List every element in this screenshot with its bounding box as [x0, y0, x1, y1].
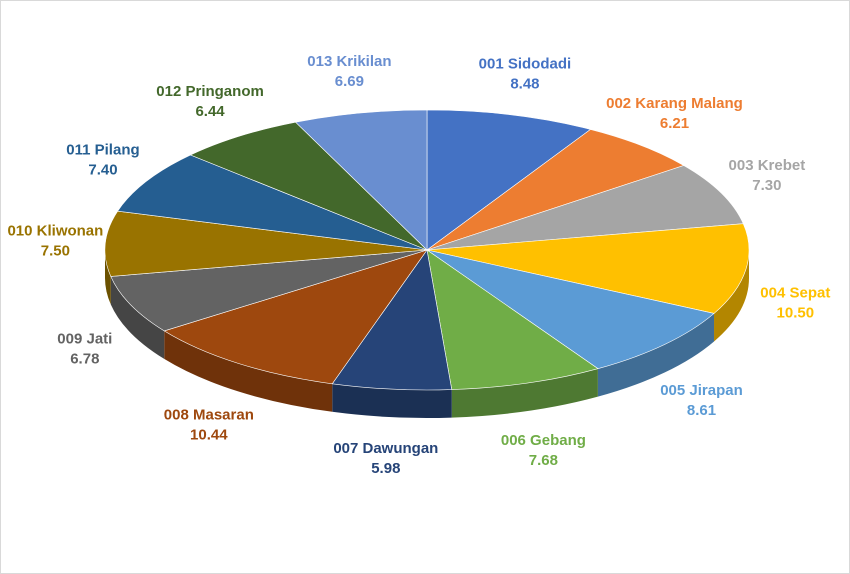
slice	[163, 249, 428, 385]
slice-label: 012 Pringanom	[156, 83, 264, 100]
slice-value-label: 7.30	[752, 177, 781, 194]
slice-label: 006 Gebang	[501, 432, 586, 449]
slice-value-label: 6.78	[70, 350, 99, 367]
slice	[117, 154, 428, 251]
slice-label: 005 Jirapan	[660, 382, 743, 399]
slice-label: 002 Karang Malang	[606, 95, 743, 112]
slice-value-label: 8.48	[510, 75, 539, 92]
slice-value-label: 6.44	[195, 103, 225, 120]
slice-value-label: 6.69	[335, 73, 364, 90]
slice	[331, 249, 453, 391]
slice	[110, 249, 428, 332]
slice-value-label: 5.98	[371, 460, 400, 477]
slice	[426, 165, 744, 251]
slice-value-label: 8.61	[687, 402, 716, 419]
slice	[294, 109, 428, 251]
slice-label: 001 Sidodadi	[479, 55, 572, 72]
slice-value-label: 10.50	[777, 304, 815, 321]
slice-label: 011 Pilang	[66, 142, 139, 159]
slice	[426, 223, 750, 314]
slice-label: 009 Jati	[57, 330, 112, 347]
slice-value-label: 6.21	[660, 115, 689, 132]
slice-label: 004 Sepat	[760, 284, 830, 301]
slice-side	[597, 313, 715, 397]
slice-side	[332, 383, 452, 418]
slice-value-label: 7.50	[41, 243, 70, 260]
slice	[426, 249, 599, 390]
slice	[426, 249, 715, 369]
slice	[426, 109, 592, 251]
slice	[189, 121, 428, 251]
slice-value-label: 7.68	[529, 452, 558, 469]
slice-value-label: 10.44	[190, 426, 228, 443]
slice-side	[451, 368, 598, 418]
slice	[426, 129, 685, 251]
slice-side	[164, 330, 333, 412]
slice-label: 003 Krebet	[729, 157, 806, 174]
slice	[104, 210, 428, 277]
slice-side	[110, 276, 165, 359]
slice-value-label: 7.40	[88, 162, 117, 179]
slice-label: 013 Krikilan	[307, 53, 391, 70]
slice-label: 007 Dawungan	[333, 440, 438, 457]
slice-label: 008 Masaran	[164, 406, 254, 423]
slice-label: 010 Kliwonan	[7, 223, 103, 240]
